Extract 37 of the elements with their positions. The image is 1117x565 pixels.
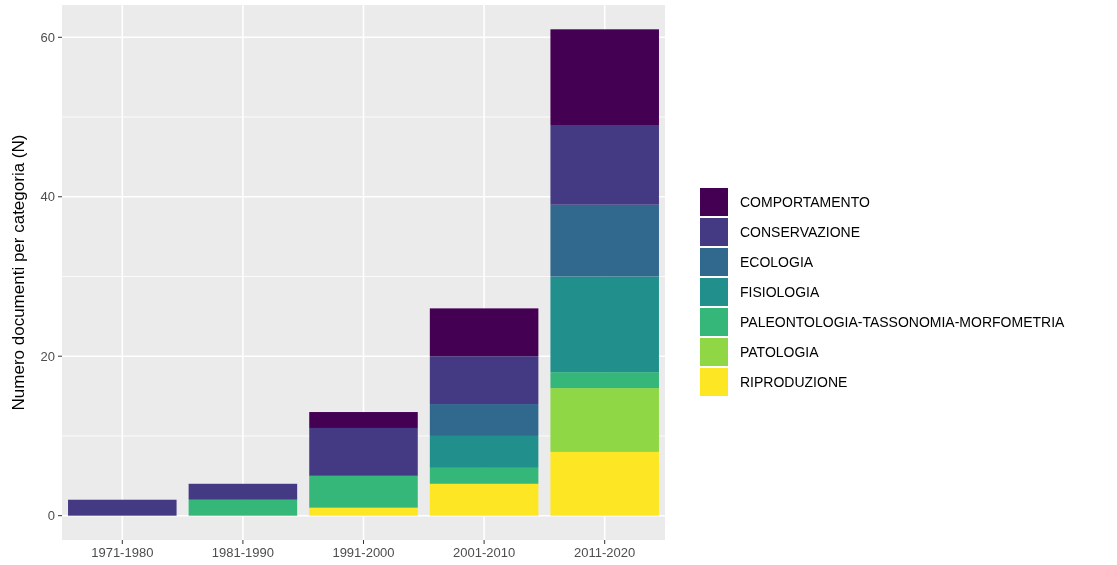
bar [550,204,659,277]
legend-label: ECOLOGIA [740,253,814,270]
bar [429,308,539,357]
bar [550,276,659,373]
bar [550,372,659,389]
legend-label: RIPRODUZIONE [740,373,848,390]
x-tick-label: 1971-1980 [91,545,154,560]
bar [309,412,418,428]
y-tick-label: 0 [47,508,55,524]
legend-label: PALEONTOLOGIA-TASSONOMIA-MORFOMETRIA [740,313,1066,330]
y-axis-title: Numero documenti per categoria (N) [9,134,28,411]
legend-label: FISIOLOGIA [740,283,821,300]
x-tick-label: 2011-2020 [574,545,636,560]
legend-label: CONSERVAZIONE [740,223,861,240]
bar [188,483,298,500]
bar [309,507,418,516]
legend-label: PATOLOGIA [740,343,820,360]
x-tick-label: 1981-1990 [211,545,274,560]
bar [550,388,659,452]
y-tick-label: 60 [40,29,55,45]
y-tick-label: 40 [40,189,55,205]
bar [550,451,659,516]
bar [550,29,659,125]
bar [429,467,539,484]
bar [429,483,539,516]
bar [429,404,539,436]
bar [429,356,539,405]
bar [68,499,177,516]
legend-label: COMPORTAMENTO [740,193,871,210]
bar [309,427,418,476]
x-tick-label: 1991-2000 [332,545,395,560]
bar [188,499,298,516]
y-tick-label: 20 [40,348,55,364]
bar [550,125,659,205]
bar [429,435,539,468]
x-tick-label: 2001-2010 [453,545,516,560]
bar [309,475,418,508]
